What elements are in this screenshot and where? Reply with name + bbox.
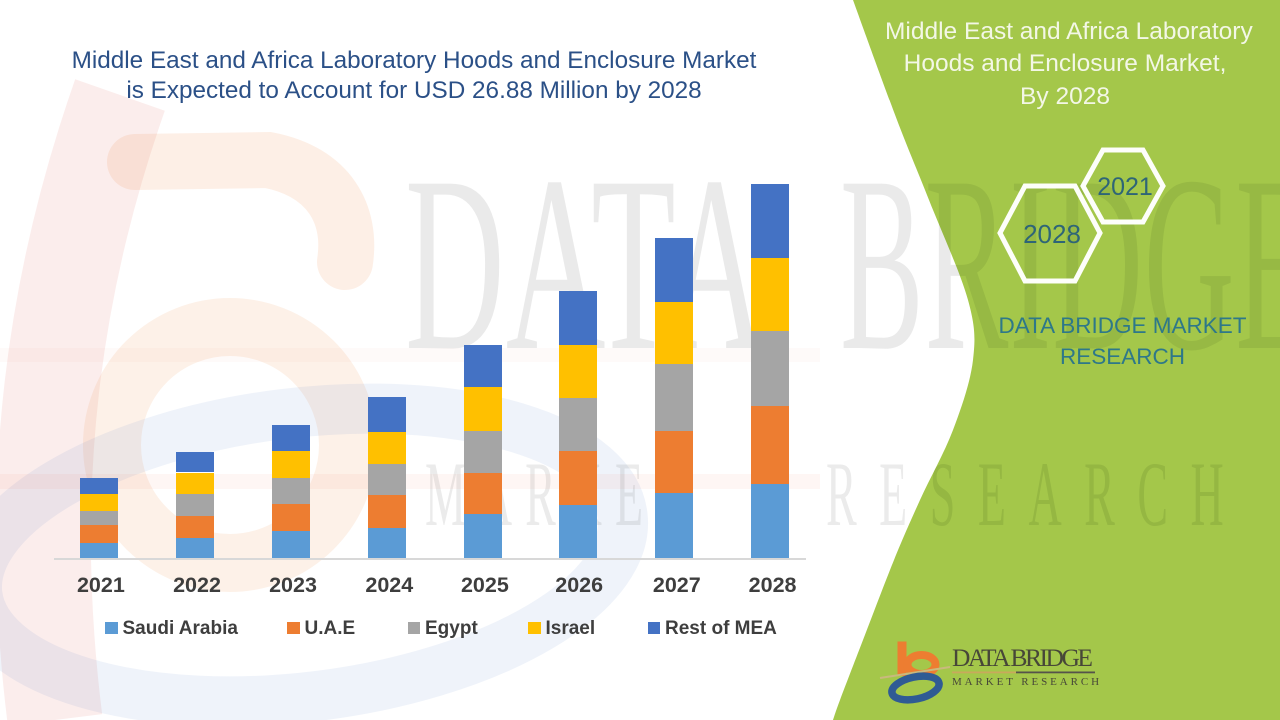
svg-text:DATA BRIDGE: DATA BRIDGE <box>952 643 1093 672</box>
svg-text:MARKET RESEARCH: MARKET RESEARCH <box>952 676 1102 688</box>
